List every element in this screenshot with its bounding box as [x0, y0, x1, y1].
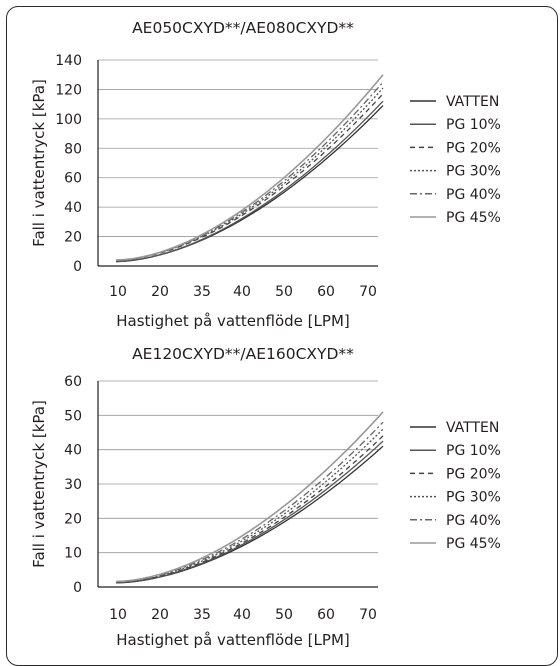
series-line-2	[115, 435, 384, 584]
x-tick-label: 40	[233, 284, 251, 300]
series-line-5	[115, 74, 384, 261]
y-tick-label: 20	[64, 230, 82, 246]
y-axis-label: Fall i vattentryck [kPa]	[30, 400, 48, 568]
legend-label: PG 40%	[446, 187, 501, 203]
legend-label: PG 30%	[446, 490, 501, 506]
y-axis-label: Fall i vattentryck [kPa]	[30, 79, 48, 247]
series-line-0	[115, 445, 384, 584]
x-tick-label: 35	[193, 284, 211, 300]
x-tick-label: 70	[359, 607, 377, 623]
x-tick-label: 10	[109, 607, 127, 623]
legend-label: VATTEN	[446, 420, 499, 436]
x-tick-label: 60	[317, 284, 335, 300]
series-line-3	[115, 428, 384, 583]
y-tick-label: 140	[55, 53, 82, 69]
legend-label: PG 10%	[446, 443, 501, 459]
y-tick-label: 0	[73, 580, 82, 596]
y-tick-label: 40	[64, 443, 82, 459]
y-tick-label: 0	[73, 259, 82, 275]
x-tick-label: 10	[109, 284, 127, 300]
legend-label: PG 40%	[446, 513, 501, 529]
y-tick-label: 100	[55, 112, 82, 128]
y-tick-label: 120	[55, 82, 82, 98]
x-tick-label: 20	[151, 284, 169, 300]
legend-label: PG 20%	[446, 466, 501, 482]
series-line-5	[115, 411, 384, 583]
y-tick-label: 60	[64, 171, 82, 187]
legend-label: PG 30%	[446, 164, 501, 180]
legend-label: PG 10%	[446, 117, 501, 133]
x-axis-label: Hastighet på vattenflöde [LPM]	[116, 631, 349, 649]
y-tick-label: 10	[64, 546, 82, 562]
x-tick-label: 40	[233, 607, 251, 623]
y-tick-label: 30	[64, 477, 82, 493]
x-tick-label: 50	[275, 284, 293, 300]
y-tick-label: 50	[64, 408, 82, 424]
x-tick-label: 50	[275, 607, 293, 623]
series-line-1	[115, 440, 384, 584]
x-tick-label: 60	[317, 607, 335, 623]
chart-title: AE050CXYD**/AE080CXYD**	[132, 19, 354, 37]
legend-label: PG 45%	[446, 536, 501, 552]
x-tick-label: 35	[193, 607, 211, 623]
series-line-4	[115, 81, 384, 261]
legend-label: PG 20%	[446, 140, 501, 156]
x-tick-label: 20	[151, 607, 169, 623]
y-tick-label: 60	[64, 374, 82, 390]
chart-title: AE120CXYD**/AE160CXYD**	[132, 345, 354, 363]
series-line-3	[115, 87, 384, 261]
series-line-1	[115, 100, 384, 263]
legend-label: VATTEN	[446, 94, 499, 110]
x-axis-label: Hastighet på vattenflöde [LPM]	[116, 312, 349, 330]
y-tick-label: 40	[64, 200, 82, 216]
series-line-0	[115, 105, 384, 263]
y-tick-label: 80	[64, 141, 82, 157]
series-line-4	[115, 421, 384, 583]
y-tick-label: 20	[64, 511, 82, 527]
x-tick-label: 70	[359, 284, 377, 300]
legend-label: PG 45%	[446, 210, 501, 226]
